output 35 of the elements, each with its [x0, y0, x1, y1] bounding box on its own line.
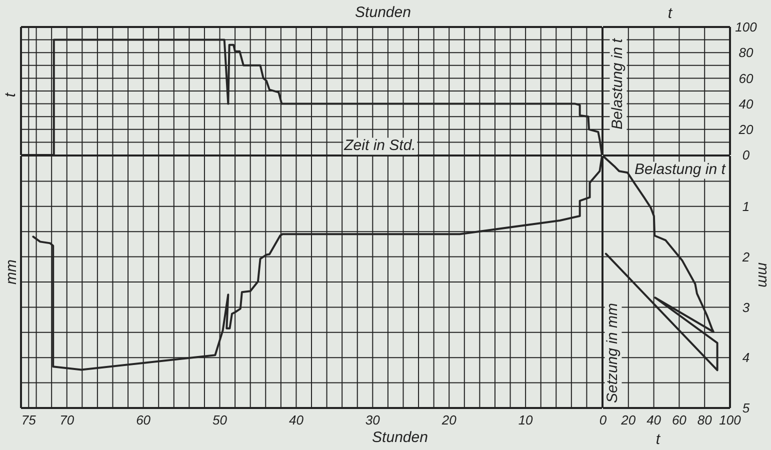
x-tick-label: 40 [646, 412, 662, 428]
annotation: Belastung in t [608, 38, 626, 130]
y-axis-title: mm [2, 258, 20, 286]
y-tick-label: 3 [742, 300, 750, 315]
x-axis-title: Stunden [354, 4, 412, 22]
x-tick-label: 0 [599, 412, 608, 428]
y-tick-label: 60 [738, 70, 754, 86]
annotation: Belastung in t [634, 160, 726, 178]
y-axis-title: t [2, 92, 20, 98]
y-tick-label: 2 [741, 249, 750, 264]
annotation: Setzung in mm [604, 302, 622, 404]
x-tick-label: 60 [136, 412, 152, 428]
x-tick-label: 30 [365, 412, 381, 428]
x-axis-title: Stunden [371, 428, 429, 446]
y-tick-label: 100 [735, 20, 758, 35]
x-tick-label: 75 [21, 412, 37, 428]
annotation: Zeit in Std. [343, 136, 417, 154]
x-tick-label: 40 [288, 412, 304, 428]
y-tick-label: 5 [742, 400, 750, 416]
y-tick-label: 0 [742, 148, 750, 163]
x-tick-label: 10 [518, 412, 534, 428]
y-tick-label: 4 [742, 350, 750, 366]
x-tick-label: 50 [212, 412, 228, 428]
y-axis-title: mm [754, 262, 771, 288]
y-tick-label: 40 [738, 96, 754, 112]
x-tick-label: 20 [440, 412, 458, 428]
x-tick-label: 20 [620, 412, 636, 428]
x-axis-title: t [654, 430, 662, 448]
x-tick-label: 60 [672, 412, 688, 428]
x-tick-label: 70 [60, 412, 75, 428]
y-tick-label: 1 [742, 198, 750, 214]
x-axis-title: t [666, 4, 674, 22]
y-tick-label: 80 [738, 45, 754, 60]
y-tick-label: 20 [738, 122, 754, 137]
x-tick-label: 80 [697, 412, 713, 428]
